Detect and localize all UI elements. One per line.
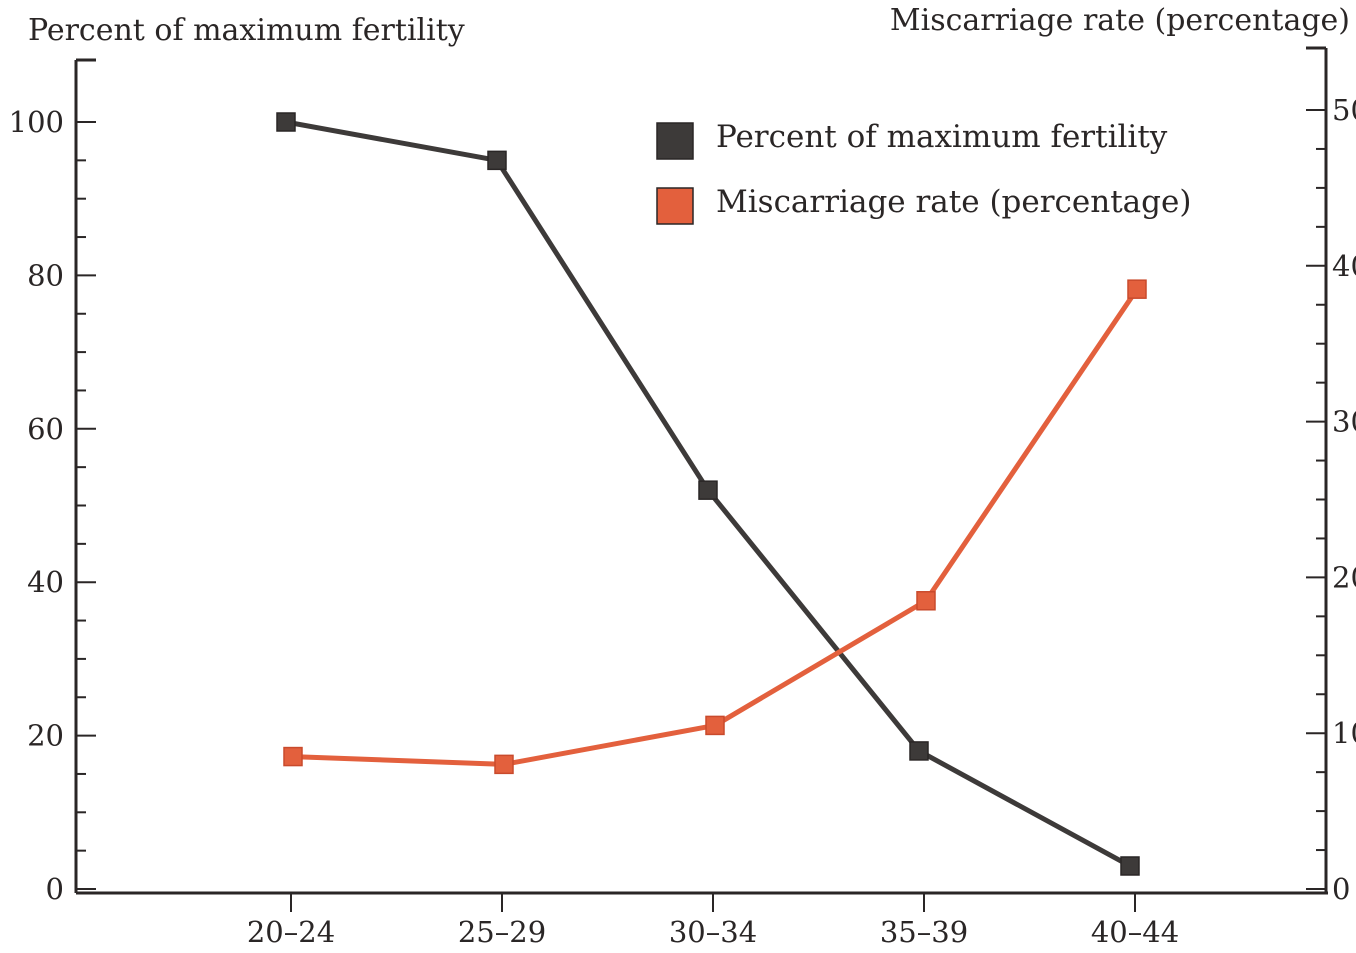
- data-point: [916, 591, 936, 611]
- series-fertility: [276, 112, 1140, 876]
- x-tick-label: 40–44: [1091, 915, 1179, 949]
- right-tick-label: 30: [1332, 405, 1356, 439]
- data-point: [1120, 856, 1140, 876]
- right-tick-label: 0: [1332, 872, 1350, 906]
- series-layer: [276, 112, 1147, 876]
- right-tick-label: 50: [1332, 93, 1356, 127]
- data-point: [909, 741, 929, 761]
- right-tick-label: 40: [1332, 249, 1356, 283]
- data-point: [276, 112, 296, 132]
- left-axis-title: Percent of maximum fertility: [28, 13, 465, 48]
- left-tick-label: 0: [46, 872, 64, 906]
- right-tick-label: 10: [1332, 716, 1356, 750]
- left-tick-label: 60: [27, 412, 64, 446]
- data-point: [494, 754, 514, 775]
- right-axis-title: Miscarriage rate (percentage): [890, 3, 1350, 38]
- data-point: [705, 715, 725, 736]
- x-tick-label: 30–34: [669, 915, 757, 949]
- data-point: [487, 150, 507, 171]
- x-tick-label: 35–39: [880, 915, 968, 949]
- left-axis-ticks: 0 20 40 60 80 100: [9, 105, 96, 906]
- legend-label-miscarriage: Miscarriage rate (percentage): [716, 184, 1191, 220]
- legend-label-fertility: Percent of maximum fertility: [716, 119, 1168, 155]
- x-tick-label: 25–29: [458, 915, 546, 949]
- left-tick-label: 20: [27, 719, 64, 753]
- left-tick-label: 80: [27, 258, 64, 292]
- data-point: [698, 480, 718, 500]
- x-axis-ticks: 20–24 25–29 30–34 35–39 40–44: [247, 893, 1179, 949]
- legend: Percent of maximum fertility Miscarriage…: [656, 119, 1191, 225]
- data-point: [1127, 279, 1147, 299]
- right-axis-ticks: 0 10 20 30 40 50: [1306, 93, 1356, 906]
- left-tick-label: 100: [9, 105, 64, 139]
- x-tick-label: 20–24: [247, 915, 335, 949]
- series-miscarriage: [283, 279, 1147, 775]
- legend-swatch-fertility: [656, 122, 694, 160]
- right-tick-label: 20: [1332, 560, 1356, 594]
- left-tick-label: 40: [27, 565, 64, 599]
- series-line: [292, 287, 1140, 767]
- axes: [74, 46, 1328, 895]
- data-point: [283, 746, 303, 767]
- legend-swatch-miscarriage: [656, 187, 694, 225]
